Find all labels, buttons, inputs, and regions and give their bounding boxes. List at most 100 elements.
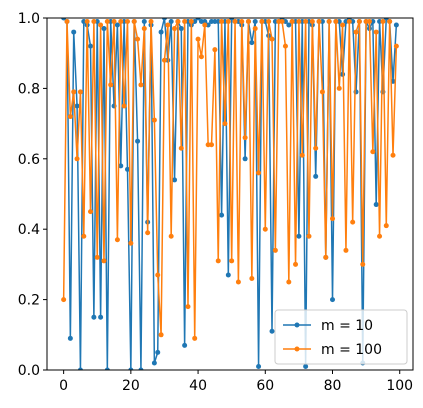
- point: [182, 19, 188, 25]
- point: [303, 363, 309, 369]
- point: [293, 261, 299, 267]
- point: [387, 19, 393, 25]
- point: [333, 19, 339, 25]
- point: [71, 89, 77, 95]
- point: [356, 19, 362, 25]
- point: [71, 29, 77, 35]
- point: [138, 367, 144, 370]
- point: [202, 22, 208, 28]
- point: [330, 216, 336, 222]
- point: [370, 149, 376, 155]
- point: [124, 166, 130, 172]
- legend-marker: [294, 322, 300, 328]
- point: [212, 47, 218, 53]
- point: [88, 209, 94, 215]
- point: [114, 22, 120, 28]
- point: [303, 19, 309, 25]
- point: [340, 22, 346, 28]
- point: [182, 342, 188, 348]
- point: [242, 135, 248, 141]
- point: [98, 314, 104, 320]
- point: [393, 22, 399, 28]
- legend-marker: [294, 346, 300, 352]
- legend-label: m = 100: [321, 342, 382, 358]
- point: [61, 297, 67, 303]
- point: [121, 103, 127, 109]
- series-line: [62, 20, 398, 339]
- point: [168, 233, 174, 239]
- point: [77, 89, 83, 95]
- point: [151, 117, 157, 123]
- point: [272, 247, 278, 253]
- point: [380, 19, 386, 25]
- legend-box: [274, 309, 408, 365]
- point: [286, 279, 292, 285]
- point: [269, 328, 275, 334]
- point: [262, 226, 268, 232]
- point: [316, 19, 322, 25]
- point: [249, 40, 255, 46]
- point: [101, 258, 107, 264]
- point: [289, 19, 295, 25]
- point: [192, 335, 198, 341]
- x-tick-label: 80: [324, 378, 342, 394]
- x-tick-label: 60: [256, 378, 274, 394]
- point: [383, 223, 389, 229]
- point: [373, 202, 379, 208]
- point: [232, 19, 238, 25]
- point: [319, 89, 325, 95]
- point: [222, 121, 228, 127]
- point: [172, 177, 178, 183]
- point: [158, 332, 164, 338]
- point: [330, 297, 336, 303]
- point: [343, 247, 349, 253]
- point: [141, 19, 147, 25]
- point: [178, 145, 184, 151]
- point: [256, 170, 262, 176]
- point: [323, 254, 329, 260]
- point: [138, 82, 144, 88]
- point: [128, 240, 134, 246]
- point: [299, 152, 305, 158]
- point: [91, 314, 97, 320]
- point: [145, 230, 151, 236]
- y-tick-label: 0.8: [18, 81, 40, 97]
- point: [373, 29, 379, 35]
- point: [279, 19, 285, 25]
- point: [286, 22, 292, 28]
- point: [81, 233, 87, 239]
- point: [74, 156, 80, 162]
- y-tick-label: 0.4: [18, 222, 40, 238]
- point: [235, 279, 241, 285]
- point: [309, 19, 315, 25]
- point: [94, 254, 100, 260]
- point: [198, 54, 204, 60]
- point: [131, 19, 137, 25]
- point: [252, 19, 258, 25]
- legend-label: m = 10: [321, 318, 373, 334]
- point: [118, 19, 124, 25]
- point: [393, 43, 399, 49]
- point: [108, 82, 114, 88]
- y-tick-label: 0.2: [18, 293, 40, 309]
- point: [336, 85, 342, 91]
- point: [266, 19, 272, 25]
- point: [161, 57, 167, 63]
- y-tick-label: 1.0: [18, 11, 40, 27]
- point: [259, 19, 265, 25]
- point: [188, 19, 194, 25]
- x-tick-label: 100: [386, 378, 413, 394]
- point: [135, 36, 141, 42]
- point: [219, 19, 225, 25]
- point: [168, 19, 174, 25]
- plot-frame: [46, 17, 414, 371]
- point: [124, 19, 130, 25]
- point: [141, 26, 147, 32]
- point: [67, 114, 73, 120]
- point: [161, 18, 167, 21]
- point: [225, 272, 231, 278]
- point: [390, 152, 396, 158]
- point: [88, 43, 94, 49]
- point: [67, 335, 73, 341]
